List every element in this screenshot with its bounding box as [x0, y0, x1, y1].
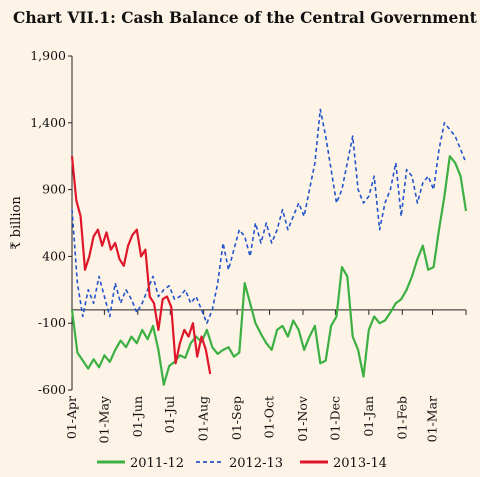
x-tick-label: 01-May [96, 395, 111, 443]
x-tick-label: 01-Dec [327, 396, 342, 441]
x-tick-label: 01-Feb [394, 396, 409, 440]
series-line-2013-14 [70, 156, 212, 375]
x-tick-label: 01-Jan [361, 396, 376, 437]
chart-title: Chart VII.1: Cash Balance of the Central… [13, 8, 477, 27]
series-group [70, 108, 468, 386]
legend-label-2011-12: 2011-12 [130, 456, 184, 471]
x-tick-label: 01-Nov [295, 395, 310, 442]
x-tick-label: 01-Mar [425, 396, 440, 442]
y-axis-label: ₹ billion [9, 196, 24, 250]
legend-label-2013-14: 2013-14 [333, 456, 387, 471]
y-tick-label: -100 [38, 315, 66, 330]
x-tick-label: 01-Jul [162, 396, 177, 433]
y-tick-label: 400 [42, 248, 66, 263]
y-tick-label: -600 [38, 382, 66, 397]
y-tick-label: 1,400 [30, 115, 66, 130]
legend: 2011-12 2012-13 2013-14 [97, 456, 387, 471]
x-tick-label: 01-Aug [196, 396, 211, 441]
legend-label-2012-13: 2012-13 [229, 456, 283, 471]
y-tick-label: 900 [42, 182, 66, 197]
series-line-2012-13 [71, 108, 467, 325]
x-tick-label: 01-Sep [229, 396, 244, 440]
axes: 1,900 1,400 900 400 -100 -600 ₹ billion 01-Apr 0… [9, 48, 467, 443]
y-tick-label: 1,900 [30, 48, 66, 63]
x-tick-label: 01-Apr [64, 396, 79, 439]
x-tick-label: 01-Jun [130, 396, 145, 437]
x-tick-label: 01-Oct [262, 396, 277, 438]
series-line-2011-12 [70, 155, 468, 386]
